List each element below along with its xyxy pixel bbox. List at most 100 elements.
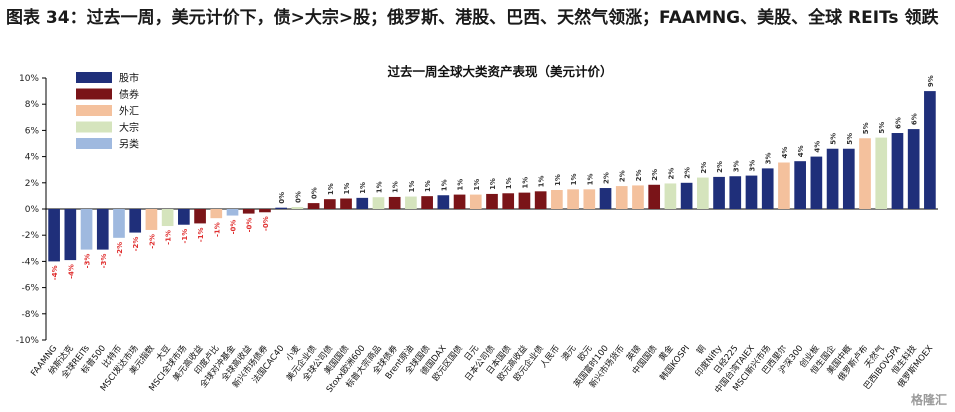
bar xyxy=(405,196,417,209)
data-label: 3% xyxy=(732,160,740,172)
data-label: 1% xyxy=(489,178,497,190)
bar xyxy=(778,162,790,209)
data-label: -2% xyxy=(116,242,124,257)
x-tick-label: 澳元 xyxy=(559,343,578,364)
bar xyxy=(810,156,823,209)
bar xyxy=(583,189,596,209)
bar xyxy=(826,148,839,209)
data-label: 6% xyxy=(894,117,902,129)
y-tick-label: 6% xyxy=(25,126,40,136)
legend-swatch xyxy=(76,121,112,133)
data-label: 1% xyxy=(392,181,400,193)
bar xyxy=(226,209,239,216)
bar xyxy=(356,197,369,209)
data-label: 1% xyxy=(586,173,594,185)
data-label: 2% xyxy=(684,167,692,179)
data-label: 9% xyxy=(927,75,935,87)
page-title: 图表 34：过去一周，美元计价下，债>大宗>股；俄罗斯、港股、巴西、天然气领涨；… xyxy=(6,8,939,28)
bar xyxy=(794,161,806,209)
data-label: 1% xyxy=(457,179,465,191)
bar xyxy=(307,203,320,209)
bar xyxy=(842,148,855,209)
y-tick-label: -8% xyxy=(21,310,39,320)
y-tick-label: -6% xyxy=(21,284,39,294)
data-label: -4% xyxy=(51,265,59,280)
legend-swatch xyxy=(76,88,112,100)
legend-swatch xyxy=(76,72,112,83)
data-label: 1% xyxy=(440,179,448,191)
bar xyxy=(502,193,515,209)
data-label: -4% xyxy=(67,264,75,279)
bar xyxy=(761,168,774,209)
data-label: -1% xyxy=(181,229,189,244)
bar xyxy=(680,182,693,209)
data-label: 2% xyxy=(651,169,659,181)
data-labels-group: -4% -4%-3% -3%-2% -2% -2% -1% -1% -1% -1% -0% -0% -… xyxy=(51,75,935,280)
data-label: -1% xyxy=(197,227,205,242)
bar xyxy=(599,188,612,209)
data-label: 5% xyxy=(862,122,870,134)
data-label: -1% xyxy=(165,230,173,245)
bar xyxy=(210,209,223,219)
y-tick-label: -4% xyxy=(21,257,39,267)
legend-swatch xyxy=(76,105,112,116)
bar xyxy=(713,176,725,209)
bar xyxy=(551,190,563,209)
data-label: 2% xyxy=(619,170,627,182)
y-tick-label: 2% xyxy=(25,179,40,189)
data-label: -2% xyxy=(148,234,156,249)
data-label: 0% xyxy=(278,192,286,204)
data-label: 5% xyxy=(830,133,838,145)
data-label: 1% xyxy=(424,180,432,192)
bar xyxy=(96,209,109,250)
y-tick-label: 4% xyxy=(25,153,40,163)
bar xyxy=(632,185,644,209)
bar xyxy=(242,209,255,214)
data-label: -3% xyxy=(84,254,92,269)
bar xyxy=(648,184,661,209)
data-label: 1% xyxy=(343,183,351,195)
data-label: 2% xyxy=(603,172,611,184)
chart-title: 过去一周全球大类资产表现（美元计价） xyxy=(387,64,612,79)
bar xyxy=(891,133,904,209)
data-label: 5% xyxy=(878,122,886,134)
legend-label: 外汇 xyxy=(119,105,139,118)
data-label: 1% xyxy=(408,181,416,193)
data-label: 4% xyxy=(813,141,821,153)
bar xyxy=(340,198,352,209)
data-label: -0% xyxy=(246,218,254,233)
data-label: 0% xyxy=(311,187,319,199)
data-label: 2% xyxy=(635,170,643,182)
y-tick-label: 8% xyxy=(25,100,40,110)
data-label: 4% xyxy=(781,147,789,159)
data-label: -0% xyxy=(262,216,270,231)
legend-label: 另类 xyxy=(119,138,139,151)
y-tick-label: -10% xyxy=(16,336,40,346)
bar xyxy=(421,196,433,209)
bar xyxy=(696,177,709,209)
bar xyxy=(388,196,401,209)
x-tick-label: 铜 xyxy=(694,343,708,356)
bar xyxy=(64,209,77,261)
bar xyxy=(80,209,93,250)
data-label: 1% xyxy=(327,183,335,195)
data-label: -3% xyxy=(100,254,108,269)
data-label: 2% xyxy=(700,162,708,174)
data-label: 1% xyxy=(521,177,529,189)
bar xyxy=(291,207,304,209)
data-label: 1% xyxy=(375,181,383,193)
data-label: 2% xyxy=(667,168,675,180)
bar xyxy=(907,129,920,209)
bar xyxy=(323,199,336,209)
bar xyxy=(745,175,758,209)
legend-label: 大宗 xyxy=(119,121,139,134)
y-tick-label: 10% xyxy=(19,74,39,84)
data-label: 4% xyxy=(797,145,805,157)
data-label: 1% xyxy=(473,179,481,191)
data-label: 2% xyxy=(716,161,724,173)
bar xyxy=(129,209,142,233)
data-label: -2% xyxy=(132,237,140,252)
bars-group xyxy=(48,91,936,262)
